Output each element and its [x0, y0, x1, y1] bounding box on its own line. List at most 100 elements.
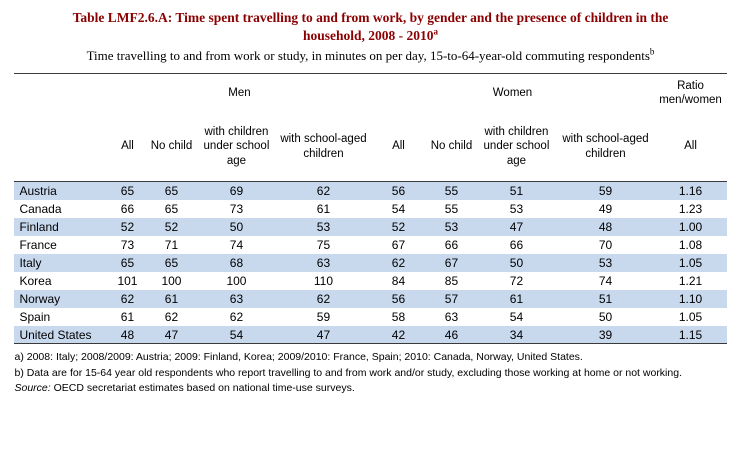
value-cell: 100	[226, 273, 247, 288]
value-cell: 48	[108, 325, 147, 345]
value-cell: 1.21	[678, 273, 703, 288]
value-cell: 61	[316, 201, 331, 216]
value-cell: 101	[117, 273, 138, 288]
subtitle-note-ref: b	[649, 47, 655, 58]
value-cell: 68	[229, 255, 244, 270]
value-cell: 65	[164, 201, 179, 216]
value-cell: 34	[476, 325, 557, 345]
value-cell: 53	[316, 219, 331, 234]
value-cell: 58	[391, 309, 406, 324]
value-cell: 66	[120, 201, 135, 216]
country-cell: United States	[14, 325, 109, 345]
column-subheader-row: All No child with children under school …	[14, 111, 727, 183]
country-cell: Korea	[19, 273, 52, 288]
title-note-ref: a	[433, 26, 439, 37]
value-cell: 53	[509, 201, 524, 216]
value-cell: 67	[391, 237, 406, 252]
value-cell: 63	[229, 291, 244, 306]
value-cell: 52	[164, 219, 179, 234]
table-row: Finland 52 52 50 53 52 53 47 48 1.00	[14, 217, 727, 236]
value-cell: 50	[229, 219, 244, 234]
country-cell: Canada	[19, 201, 62, 216]
value-cell: 74	[598, 273, 613, 288]
table-subtitle-text: Time travelling to and from work or stud…	[86, 48, 650, 64]
value-cell: 54	[196, 325, 277, 345]
value-cell: 1.00	[678, 219, 703, 234]
value-cell: 110	[313, 273, 334, 288]
value-cell: 85	[444, 273, 459, 288]
source-label: Source:	[14, 381, 51, 394]
value-cell: 52	[120, 219, 135, 234]
value-cell: 73	[120, 237, 135, 252]
table-row: Italy 65 65 68 63 62 67 50 53 1.05	[14, 253, 727, 272]
table-row: Spain 61 62 62 59 58 63 54 50 1.05	[14, 308, 726, 326]
value-cell: 62	[316, 184, 331, 199]
value-cell: 53	[598, 255, 613, 270]
footnotes: a) 2008: Italy; 2008/2009: Austria; 2009…	[15, 350, 727, 396]
value-cell: 62	[164, 309, 179, 324]
column-group-row: Men Women Ratio men/women	[14, 73, 727, 112]
value-cell: 47	[509, 219, 524, 234]
value-cell: 100	[161, 273, 182, 288]
value-cell: 1.16	[678, 184, 703, 199]
value-cell: 71	[164, 237, 179, 252]
value-cell: 61	[120, 309, 135, 324]
value-cell: 1.23	[678, 201, 703, 216]
value-cell: 51	[509, 184, 524, 199]
value-cell: 39	[556, 325, 655, 345]
col-group-men: Men	[108, 73, 371, 112]
ratio-all-header: All	[654, 111, 727, 183]
value-cell: 65	[164, 184, 179, 199]
value-cell: 63	[316, 255, 331, 270]
value-cell: 62	[120, 291, 135, 306]
value-cell: 56	[391, 184, 406, 199]
country-cell: France	[19, 237, 57, 252]
value-cell: 73	[229, 201, 244, 216]
table-title: Table LMF2.6.A: Time spent travelling to…	[58, 9, 683, 45]
footnote-a: a) 2008: Italy; 2008/2009: Austria; 2009…	[14, 351, 583, 364]
value-cell: 50	[509, 255, 524, 270]
value-cell: 61	[509, 291, 524, 306]
men-no-child-header: No child	[146, 111, 197, 183]
value-cell: 66	[509, 237, 524, 252]
country-subheader	[14, 111, 109, 183]
value-cell: 57	[444, 291, 459, 306]
col-group-ratio: Ratio men/women	[654, 73, 727, 112]
value-cell: 72	[509, 273, 524, 288]
value-cell: 70	[598, 237, 613, 252]
value-cell: 55	[444, 184, 459, 199]
value-cell: 59	[598, 184, 613, 199]
value-cell: 65	[120, 255, 135, 270]
value-cell: 56	[391, 291, 406, 306]
value-cell: 48	[598, 219, 613, 234]
country-cell: Spain	[19, 309, 51, 324]
value-cell: 65	[120, 184, 135, 199]
value-cell: 69	[229, 184, 244, 199]
value-cell: 63	[444, 309, 459, 324]
men-school-aged-children-header: with school-aged children	[276, 111, 371, 183]
value-cell: 62	[316, 291, 331, 306]
value-cell: 62	[391, 255, 406, 270]
value-cell: 59	[316, 309, 331, 324]
value-cell: 42	[370, 325, 427, 345]
table-title-text: Table LMF2.6.A: Time spent travelling to…	[72, 10, 669, 44]
col-group-women: Women	[370, 73, 655, 112]
table-row: Austria 65 65 69 62 56 55 51 59 1.16	[14, 181, 727, 200]
value-cell: 52	[391, 219, 406, 234]
table-row: Korea 101 100 100 110 84 85 72 74 1.21	[14, 272, 726, 290]
value-cell: 66	[444, 237, 459, 252]
table-subtitle: Time travelling to and from work or stud…	[71, 48, 671, 65]
value-cell: 47	[146, 325, 197, 345]
table-body: Austria 65 65 69 62 56 55 51 59 1.16 Can…	[14, 181, 727, 345]
value-cell: 1.05	[678, 309, 703, 324]
country-cell: Finland	[19, 219, 59, 234]
country-column-header	[14, 73, 109, 112]
value-cell: 51	[598, 291, 613, 306]
table-header: Men Women Ratio men/women All No child w…	[14, 73, 727, 183]
country-cell: Norway	[19, 291, 61, 306]
women-school-aged-children-header: with school-aged children	[556, 111, 655, 183]
women-all-header: All	[370, 111, 427, 183]
value-cell: 1.08	[678, 237, 703, 252]
value-cell: 54	[391, 201, 406, 216]
value-cell: 62	[229, 309, 244, 324]
